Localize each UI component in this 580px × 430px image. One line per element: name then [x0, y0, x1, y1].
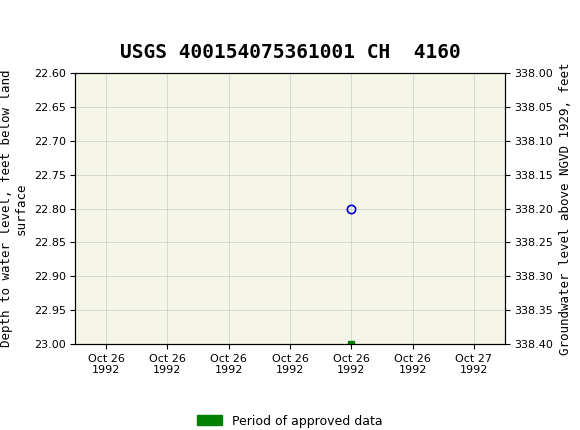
Text: USGS 400154075361001 CH  4160: USGS 400154075361001 CH 4160 [119, 43, 461, 62]
Y-axis label: Depth to water level, feet below land
surface: Depth to water level, feet below land su… [0, 70, 28, 347]
Text: ≣USGS: ≣USGS [12, 16, 78, 36]
Legend: Period of approved data: Period of approved data [192, 409, 388, 430]
Y-axis label: Groundwater level above NGVD 1929, feet: Groundwater level above NGVD 1929, feet [559, 62, 572, 355]
